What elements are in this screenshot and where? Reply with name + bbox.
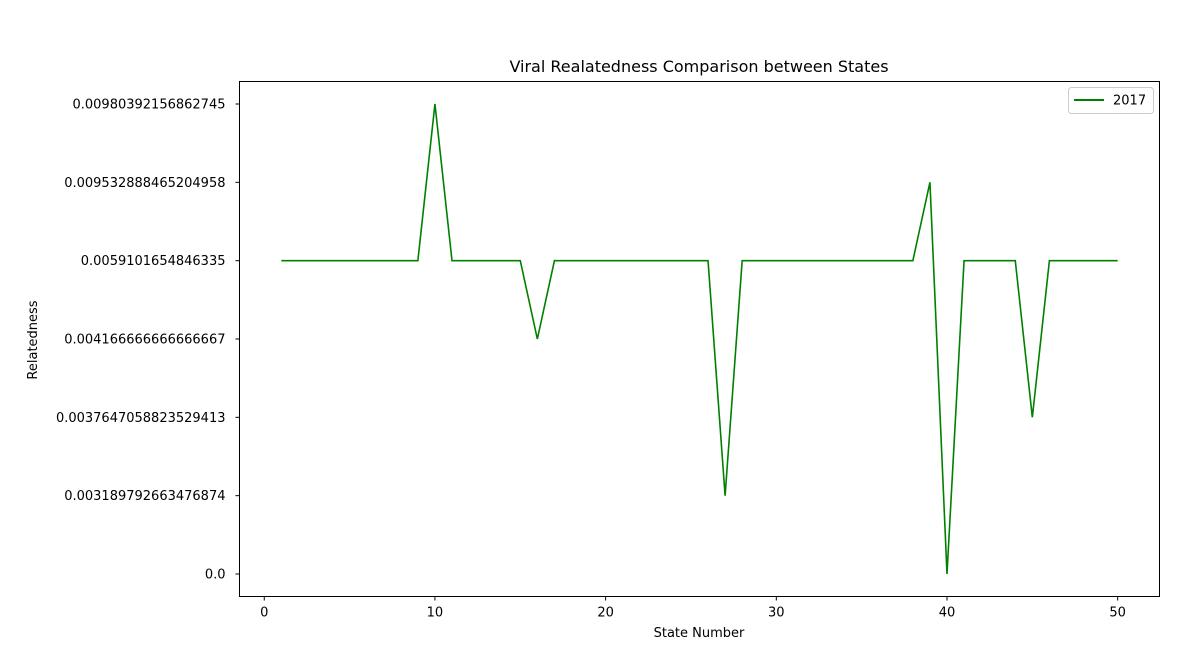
y-tick-label: 0.0037647058823529413 [56,411,226,426]
x-tick-label: 30 [768,606,785,621]
x-axis-label: State Number [654,626,745,641]
x-tick-label: 10 [427,606,444,621]
y-tick-label: 0.0 [205,568,226,583]
x-tick-label: 20 [597,606,614,621]
y-tick-label: 0.004166666666666667 [64,333,225,348]
legend-label-2017: 2017 [1113,94,1146,109]
x-axis: 0 10 20 30 40 50 [260,596,1126,621]
x-tick-label: 50 [1109,606,1126,621]
series-line-2017 [281,103,1118,575]
plot-area [239,81,1160,597]
y-axis-label: Relatedness [26,300,41,379]
chart-title: Viral Realatedness Comparison between St… [509,57,888,76]
y-tick-label: 0.0059101654846335 [81,254,226,269]
legend-box [1068,87,1154,114]
x-tick-label: 0 [260,606,268,621]
legend: 2017 [1068,87,1154,114]
x-tick-label: 40 [939,606,956,621]
y-axis: 0.0 0.003189792663476874 0.003764705882352… [56,98,240,583]
y-tick-label: 0.00980392156862745 [72,98,225,113]
y-tick-label: 0.009532888465204958 [64,176,225,191]
y-tick-label: 0.003189792663476874 [64,489,225,504]
series-layer [281,103,1118,575]
